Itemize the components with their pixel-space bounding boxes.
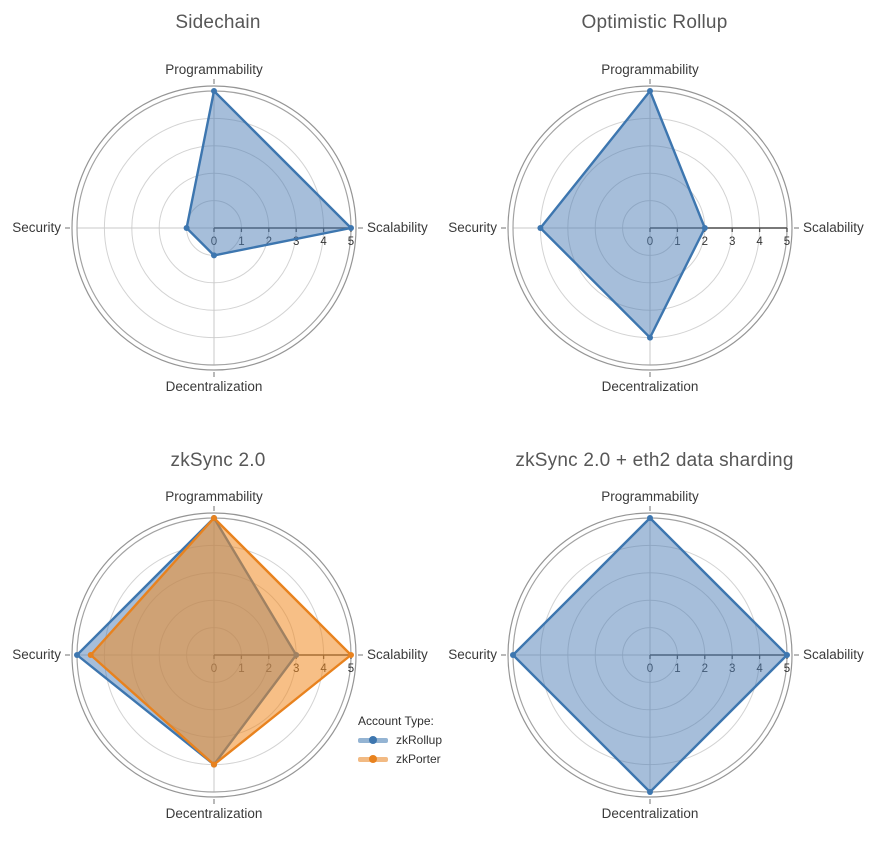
series-area [185,89,353,257]
legend-item-zkporter[interactable]: zkPorter [358,752,442,766]
series-point [211,88,217,94]
radial-tick-label: 5 [348,236,354,248]
zkporter-line-marker-icon [358,755,388,763]
series-point [183,225,190,231]
axis-label-programmability: Programmability [601,489,699,504]
axis-label-programmability: Programmability [165,62,263,77]
axis-label-programmability: Programmability [165,489,263,504]
axis-label-programmability: Programmability [601,62,699,77]
legend-title: Account Type: [358,714,434,728]
axis-label-scalability: Scalability [803,647,864,662]
chart-title-zksync-eth2: zkSync 2.0 + eth2 data sharding [515,450,794,471]
radial-tick-label: 5 [784,663,790,675]
chart-cell-optimistic-rollup: Optimistic Rollup 012345ProgrammabilityS… [436,0,873,427]
chart-cell-zksync: zkSync 2.0 012345ProgrammabilityScalabil… [0,427,436,855]
series-point [647,515,653,521]
series-point [348,225,354,231]
axis-label-security: Security [12,647,61,662]
polar-boundary [71,512,357,798]
polar-boundary [507,85,793,371]
legend-item-label: zkRollup [396,733,443,747]
legend-item-zkrollup[interactable]: zkRollup [358,733,442,747]
series-point [211,515,217,521]
series-point [74,652,80,658]
series-point [211,761,217,768]
chart-cell-sidechain: Sidechain 012345ProgrammabilityScalabili… [0,0,436,427]
radar-plot-zksync: 012345ProgrammabilityScalabilityDecentra… [12,489,428,821]
series-point [647,334,653,341]
radial-tick-label: 4 [756,236,763,248]
chart-legend: Account Type: zkRollup zkPorter [358,714,442,766]
series-point [647,88,653,94]
axis-label-decentralization: Decentralization [166,806,263,821]
radial-tick-label: 5 [784,236,790,248]
series-point [701,225,708,231]
chart-title-optimistic-rollup: Optimistic Rollup [581,12,728,33]
zkrollup-line-marker-icon [358,736,388,744]
chart-title-zksync: zkSync 2.0 [170,450,266,471]
axis-label-scalability: Scalability [367,647,428,662]
series-zkPorter [89,516,353,766]
radar-plot-zksync-eth2: 012345ProgrammabilityScalabilityDecentra… [448,489,864,821]
chart-cell-zksync-eth2: zkSync 2.0 + eth2 data sharding 012345Pr… [436,427,873,855]
axis-label-security: Security [448,647,497,662]
series-point [510,652,516,658]
radar-plot-optimistic-rollup: 012345ProgrammabilityScalabilityDecentra… [448,62,864,394]
series-point [647,789,653,795]
axis-label-decentralization: Decentralization [602,806,699,821]
radial-tick-label: 5 [348,663,354,675]
radial-tick-label: 4 [320,236,327,248]
axis-label-scalability: Scalability [367,220,428,235]
series-point [784,652,790,658]
chart-title-sidechain: Sidechain [175,12,261,33]
radial-tick-label: 3 [729,236,735,248]
axis-label-security: Security [12,220,61,235]
series-point [211,252,217,259]
polar-boundary [507,512,793,798]
polar-boundary [71,85,357,371]
radial-tick-label: 3 [293,236,299,248]
radar-plot-sidechain: 012345ProgrammabilityScalabilityDecentra… [12,62,428,394]
series-point [537,225,544,231]
series-point [348,652,354,658]
series-point [87,652,94,658]
legend-item-label: zkPorter [396,752,441,766]
series-area [539,89,706,339]
radial-tick-label: 2 [702,236,708,248]
axis-label-decentralization: Decentralization [602,379,699,394]
axis-label-decentralization: Decentralization [166,379,263,394]
axis-label-security: Security [448,220,497,235]
axis-label-scalability: Scalability [803,220,864,235]
series-area [511,516,789,794]
